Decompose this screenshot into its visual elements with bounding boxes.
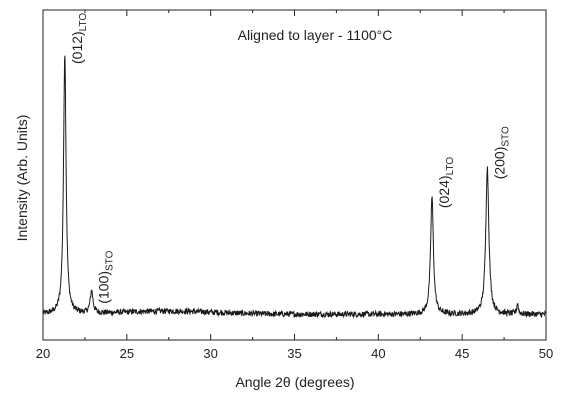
peak-label-main: (200) bbox=[491, 147, 507, 180]
peak-label: (012)LTO bbox=[69, 13, 89, 64]
peak-label-sub: STO bbox=[105, 250, 116, 271]
peak-label-main: (100) bbox=[96, 271, 112, 304]
x-tick-label: 35 bbox=[287, 346, 301, 361]
plot-frame bbox=[42, 9, 547, 341]
x-ticks: 20 25 30 35 40 45 50 bbox=[36, 10, 553, 361]
x-tick-label: 30 bbox=[203, 346, 217, 361]
x-axis-label: Angle 2θ (degrees) bbox=[235, 374, 354, 390]
x-tick-label: 20 bbox=[36, 346, 50, 361]
peak-label-sub: LTO bbox=[78, 13, 89, 32]
x-tick-label: 50 bbox=[539, 346, 553, 361]
peak-labels: (012)LTO(100)STO(024)LTO (200)STO bbox=[69, 13, 511, 304]
peak-label-sub: LTO bbox=[445, 157, 456, 176]
x-tick-label: 25 bbox=[120, 346, 134, 361]
x-tick-label: 45 bbox=[455, 346, 469, 361]
peak-label: (200)STO bbox=[491, 126, 511, 179]
peak-label: (024)LTO bbox=[436, 157, 456, 208]
peak-label-sub: STO bbox=[500, 126, 511, 147]
peak-label: (100)STO bbox=[96, 250, 116, 303]
x-tick-label: 40 bbox=[371, 346, 385, 361]
peak-label-main: (012) bbox=[69, 31, 85, 64]
y-axis-label: Intensity (Arb. Units) bbox=[14, 115, 30, 242]
peak-label-main: (024) bbox=[436, 175, 452, 208]
chart-title: Aligned to layer - 1100°C bbox=[238, 27, 393, 43]
xrd-pattern-line bbox=[42, 55, 547, 319]
